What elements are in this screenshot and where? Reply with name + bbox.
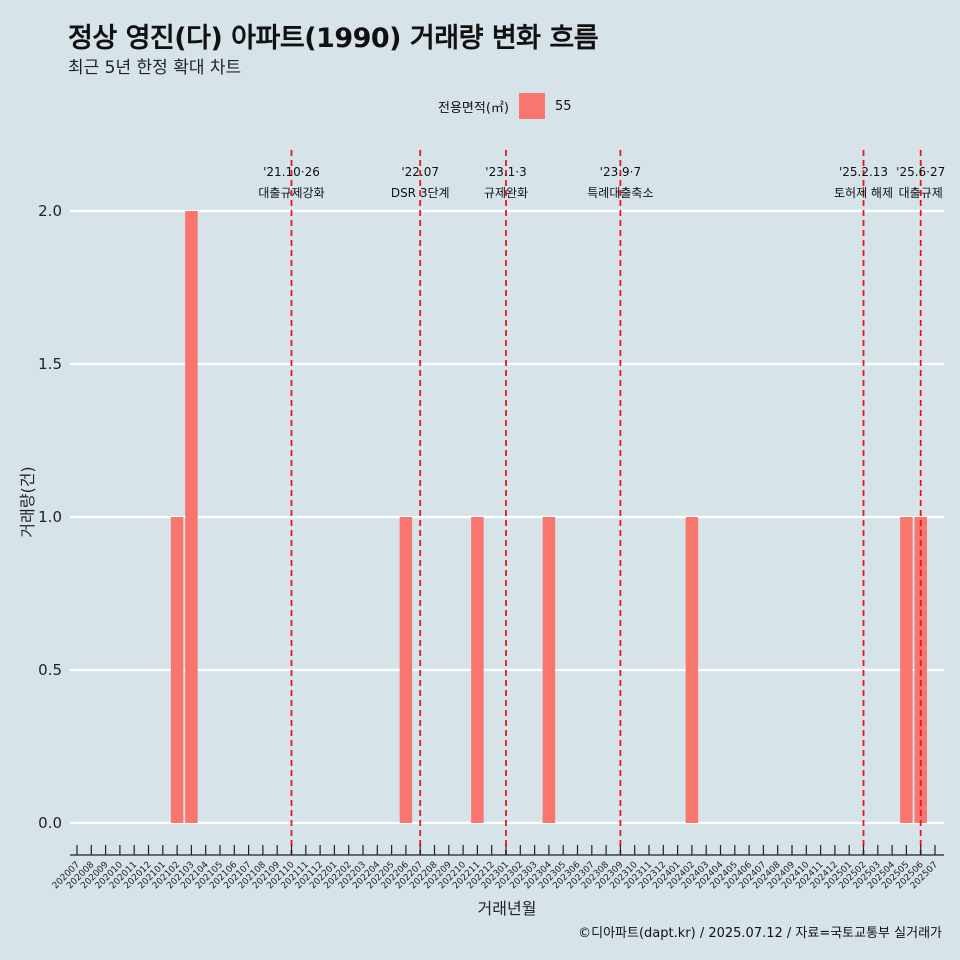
bar (900, 517, 913, 823)
event-label: 규제완화 (484, 186, 528, 200)
legend-swatch (518, 93, 545, 119)
bar (685, 517, 699, 823)
y-axis-title: 거래량(건) (18, 466, 37, 537)
event-date: '25.6·27 (896, 165, 945, 179)
bar (471, 517, 484, 823)
legend: 전용면적(㎡) 55 (438, 93, 572, 119)
source-caption: ©디아파트(dapt.kr) / 2025.07.12 / 자료=국토교통부 실… (578, 926, 942, 941)
event-date: '23.1·3 (485, 165, 526, 179)
x-axis-title: 거래년월 (478, 899, 537, 918)
legend-item-label: 55 (554, 98, 572, 114)
event-label: 대출규제강화 (258, 186, 324, 200)
legend-title: 전용면적(㎡) (438, 100, 509, 116)
event-date: '23.9·7 (600, 165, 641, 179)
event-label: DSR 3단계 (391, 186, 450, 200)
event-label: 토허제 해제 (834, 186, 893, 200)
y-tick-label: 0.5 (38, 661, 62, 679)
y-tick-label: 1.0 (38, 508, 62, 526)
bar (399, 517, 413, 823)
bar (185, 211, 198, 823)
y-tick-label: 1.5 (38, 355, 62, 373)
y-tick-label: 2.0 (38, 202, 62, 220)
bar (542, 517, 556, 823)
event-label: 특례대출축소 (587, 186, 653, 200)
event-date: '22.07 (401, 165, 439, 179)
y-tick-label: 0.0 (38, 814, 62, 832)
event-date: '25.2.13 (839, 165, 888, 179)
bar (170, 517, 184, 823)
event-label: 대출규제 (899, 186, 943, 200)
page-title: 정상 영진(다) 아파트(1990) 거래량 변화 흐름 (68, 23, 599, 54)
page-subtitle: 최근 5년 한정 확대 차트 (68, 58, 242, 78)
event-date: '21.10·26 (263, 165, 320, 179)
